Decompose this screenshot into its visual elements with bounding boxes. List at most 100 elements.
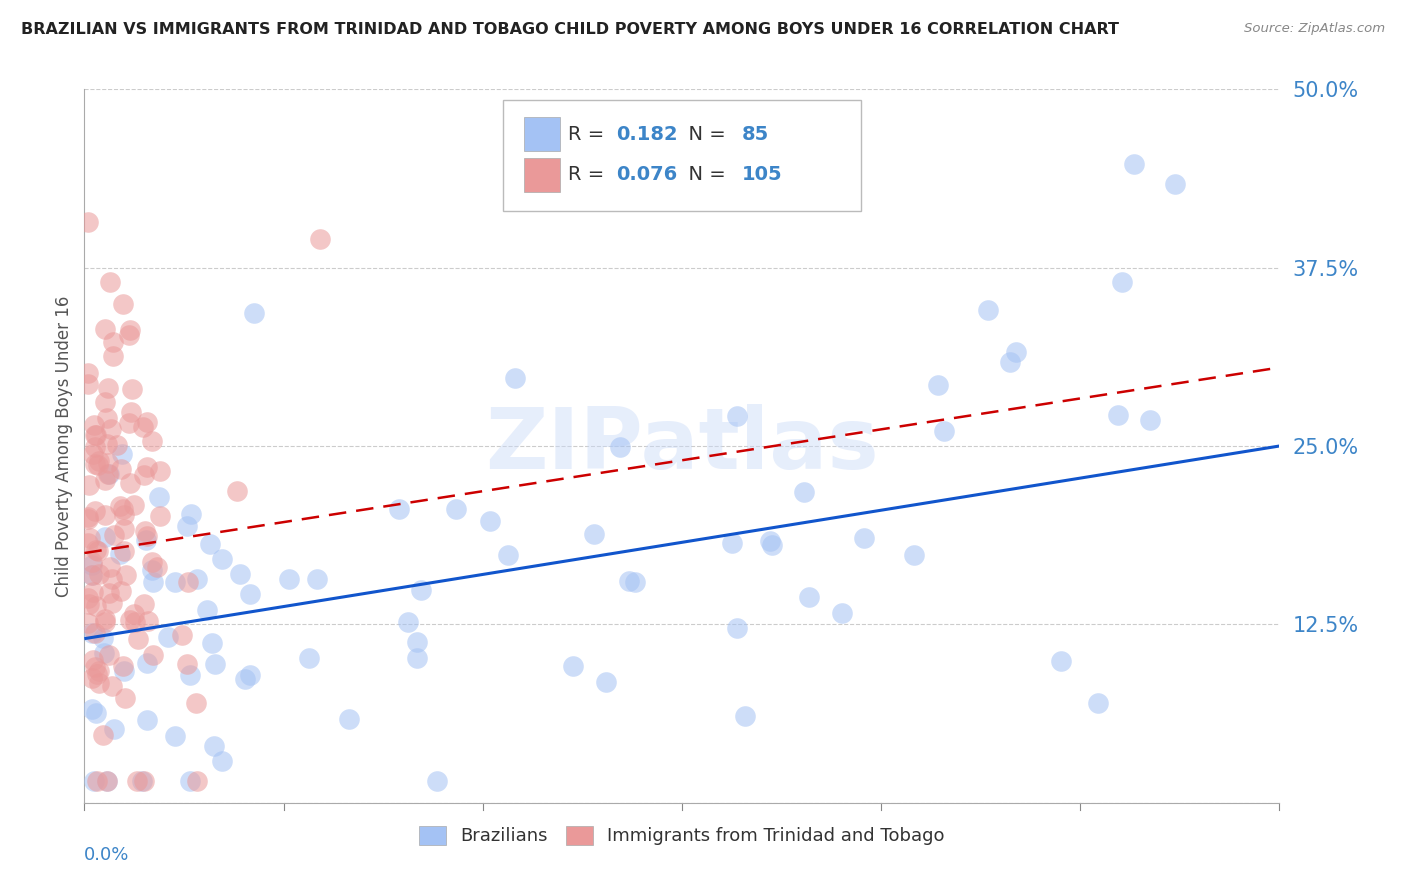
Point	[82, 625, 104, 640]
Point	[243, 306, 266, 320]
Point	[110, 462, 132, 476]
Point	[89, 664, 111, 678]
Point	[83, 457, 105, 471]
Point	[1111, 276, 1133, 290]
Point	[103, 723, 125, 737]
Point	[211, 755, 233, 769]
Point	[83, 440, 105, 454]
Point	[134, 524, 156, 539]
Point	[405, 651, 427, 665]
Point	[998, 355, 1021, 369]
Point	[141, 563, 163, 577]
Point	[101, 349, 124, 363]
Point	[94, 612, 117, 626]
Point	[308, 232, 330, 246]
Text: ZIPatlas: ZIPatlas	[485, 404, 879, 488]
Point	[77, 512, 100, 526]
Point	[108, 548, 131, 562]
Point	[93, 615, 115, 629]
Point	[127, 632, 149, 646]
Point	[226, 484, 249, 499]
Point	[1107, 408, 1129, 422]
Point	[1005, 345, 1028, 359]
Point	[176, 657, 198, 671]
Text: 0.0%: 0.0%	[84, 846, 129, 863]
Point	[82, 558, 104, 573]
FancyBboxPatch shape	[524, 158, 560, 192]
Point	[79, 531, 101, 545]
Point	[149, 464, 172, 478]
Point	[141, 555, 163, 569]
Point	[163, 574, 186, 589]
Point	[100, 422, 122, 436]
Point	[82, 671, 104, 685]
Point	[831, 607, 853, 621]
Point	[118, 328, 141, 343]
Point	[86, 543, 108, 558]
Text: 105: 105	[742, 165, 782, 185]
Point	[233, 672, 256, 686]
Point	[89, 675, 111, 690]
Text: BRAZILIAN VS IMMIGRANTS FROM TRINIDAD AND TOBAGO CHILD POVERTY AMONG BOYS UNDER : BRAZILIAN VS IMMIGRANTS FROM TRINIDAD AN…	[21, 22, 1119, 37]
Point	[179, 667, 201, 681]
Point	[87, 544, 110, 558]
Point	[97, 467, 120, 482]
Point	[120, 404, 142, 418]
Point	[131, 419, 153, 434]
Point	[89, 566, 111, 581]
Text: Source: ZipAtlas.com: Source: ZipAtlas.com	[1244, 22, 1385, 36]
Text: 85: 85	[742, 125, 769, 144]
Point	[112, 522, 135, 536]
Point	[84, 599, 107, 613]
Point	[759, 534, 782, 549]
Point	[727, 409, 749, 423]
Point	[97, 381, 120, 395]
Point	[298, 650, 321, 665]
Point	[204, 657, 226, 671]
Point	[179, 774, 201, 789]
Point	[186, 696, 208, 710]
Point	[77, 536, 100, 550]
Point	[134, 597, 156, 611]
Point	[91, 728, 114, 742]
Point	[202, 739, 225, 753]
Point	[84, 659, 107, 673]
Point	[84, 504, 107, 518]
Point	[91, 631, 114, 645]
Point	[84, 428, 107, 442]
Point	[98, 648, 121, 662]
Point	[136, 529, 159, 543]
Point	[406, 635, 429, 649]
Point	[101, 596, 124, 610]
Legend: Brazilians, Immigrants from Trinidad and Tobago: Brazilians, Immigrants from Trinidad and…	[409, 817, 955, 855]
Point	[177, 574, 200, 589]
Point	[721, 536, 744, 550]
Point	[595, 674, 617, 689]
Point	[337, 712, 360, 726]
Point	[239, 668, 262, 682]
Point	[83, 774, 105, 789]
Text: R =: R =	[568, 165, 610, 185]
Point	[977, 302, 1000, 317]
Point	[136, 656, 159, 670]
Point	[93, 646, 115, 660]
Point	[82, 447, 104, 461]
Point	[793, 485, 815, 500]
Point	[96, 774, 118, 789]
Point	[82, 702, 104, 716]
Point	[278, 572, 301, 586]
Point	[149, 508, 172, 523]
Point	[163, 729, 186, 743]
Point	[111, 447, 134, 461]
Point	[1123, 157, 1146, 171]
Text: N =: N =	[676, 165, 733, 185]
Point	[444, 501, 467, 516]
Point	[761, 538, 783, 552]
Point	[82, 584, 104, 599]
Point	[396, 615, 419, 629]
Point	[96, 774, 118, 789]
Point	[619, 574, 641, 588]
Point	[142, 575, 165, 590]
Point	[503, 370, 526, 384]
Text: N =: N =	[676, 125, 733, 144]
